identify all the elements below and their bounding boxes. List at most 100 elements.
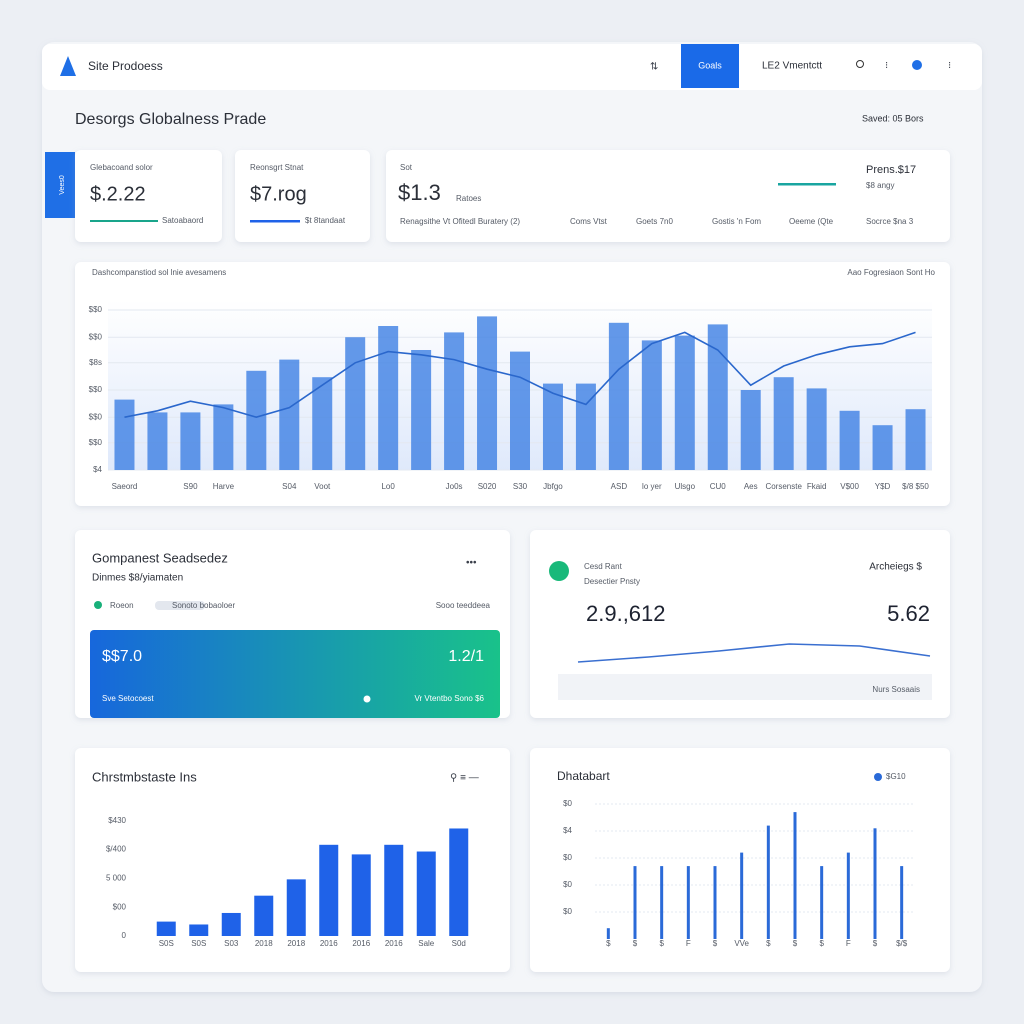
- bar: [707, 324, 728, 470]
- y-tick-label: $0: [563, 880, 572, 889]
- progress: [250, 220, 300, 223]
- x-tick-label: 2016: [385, 939, 403, 948]
- bar: [846, 852, 850, 939]
- bar: [213, 404, 234, 470]
- bar: [872, 425, 893, 470]
- bar: [873, 828, 877, 939]
- bar: [542, 383, 563, 470]
- y-tick-label: $$0: [89, 438, 103, 447]
- kpi-label: Reonsgrt Stnat: [250, 163, 304, 172]
- stat-value: 5.62: [887, 601, 930, 626]
- chart-title: Dashcompanstiod sol lnie avesamens: [92, 268, 226, 277]
- side-tab-label[interactable]: Vees0: [59, 175, 66, 195]
- bar: [606, 928, 610, 939]
- bar: [608, 322, 629, 470]
- y-tick-label: $00: [113, 902, 127, 911]
- nav-button[interactable]: [681, 44, 739, 88]
- bar: [510, 351, 530, 470]
- kpi-footer: Renagsithe Vt Ofitedl Buratery (2): [400, 217, 520, 226]
- legend-label: $G10: [886, 772, 906, 781]
- banner-value: 1.2/1: [448, 648, 484, 665]
- x-tick-label: $/$: [896, 939, 908, 948]
- y-tick-label: 5 000: [106, 874, 127, 883]
- x-tick-label: Voot: [314, 482, 331, 491]
- icon[interactable]: ⇅: [650, 62, 658, 73]
- banner-foot: Vr Vtentbo Sono $6: [414, 694, 484, 703]
- x-tick-label: F: [686, 939, 691, 948]
- kpi-footer: Oeeme (Qte: [789, 217, 834, 226]
- bar: [345, 337, 366, 470]
- bar: [319, 844, 339, 936]
- icon[interactable]: ⁝: [885, 61, 888, 72]
- tag: Roeon: [110, 601, 134, 610]
- x-tick-label: Sale: [418, 939, 435, 948]
- bar: [793, 812, 797, 939]
- y-tick-label: $0: [563, 907, 572, 916]
- y-tick-label: $$0: [89, 412, 103, 421]
- bar: [575, 383, 596, 470]
- x-tick-label: 2018: [287, 939, 305, 948]
- user[interactable]: LE2 Vmentctt: [762, 61, 822, 72]
- dot: [363, 695, 371, 703]
- bar: [286, 879, 306, 936]
- bar: [900, 866, 904, 939]
- x-tick-label: $: [793, 939, 798, 948]
- card-label: Cesd Rant: [584, 562, 623, 571]
- bar: [633, 866, 637, 939]
- x-tick-label: S0S: [191, 939, 206, 948]
- kpi-footer: Coms Vtst: [570, 217, 608, 226]
- bar: [114, 399, 135, 470]
- icon[interactable]: ⚲ ≡ —: [450, 773, 479, 784]
- kpi-sub: Satoabaord: [162, 216, 203, 225]
- bar: [156, 921, 176, 936]
- y-tick-label: 0: [122, 931, 127, 940]
- card-foot: Nurs Sosaais: [872, 685, 920, 694]
- icon[interactable]: [856, 60, 864, 68]
- chart-title: Chrstmbstaste Ins: [92, 769, 197, 784]
- nav-button-label[interactable]: Goals: [698, 60, 722, 70]
- kpi-card: [75, 150, 222, 242]
- bar: [384, 844, 404, 936]
- x-tick-label: VVe: [734, 939, 749, 948]
- side-tab[interactable]: [45, 152, 75, 218]
- avatar: [549, 561, 569, 581]
- x-tick-label: $: [633, 939, 638, 948]
- icon[interactable]: ⁝: [948, 61, 951, 72]
- bar: [246, 370, 267, 470]
- stat-value: 2.9.,612: [586, 601, 666, 626]
- y-tick-label: $/400: [106, 845, 127, 854]
- bar: [806, 388, 827, 470]
- banner-value: $$7.0: [102, 648, 142, 665]
- bar: [411, 350, 432, 470]
- y-tick-label: $$0: [89, 305, 103, 314]
- bar: [674, 335, 695, 470]
- tag-text: Sonoto bobaoloer: [172, 601, 236, 610]
- status-dot[interactable]: [912, 60, 922, 70]
- x-tick-label: Fkaid: [807, 482, 827, 491]
- x-tick-label: Corsenste: [765, 482, 802, 491]
- x-tick-label: 2016: [352, 939, 370, 948]
- kpi-label: Sot: [400, 163, 413, 172]
- kpi-side-sub: $8 angy: [866, 181, 894, 190]
- y-tick-label: $4: [563, 826, 572, 835]
- bar: [189, 924, 209, 936]
- x-tick-label: $: [766, 939, 771, 948]
- bar: [351, 854, 371, 936]
- x-tick-label: Jo0s: [446, 482, 463, 491]
- status-dot: [94, 601, 102, 609]
- bar: [820, 866, 824, 939]
- x-tick-label: $/8 $50: [902, 482, 929, 491]
- kpi-footer: Gostis 'n Fom: [712, 217, 761, 226]
- x-tick-label: Y$D: [875, 482, 891, 491]
- bar: [312, 377, 333, 470]
- line: [124, 331, 916, 419]
- chart-subtitle: Aao Fogresiaon Sont Ho: [847, 268, 935, 277]
- bar: [660, 866, 664, 939]
- x-tick-label: V$00: [840, 482, 859, 491]
- bar: [740, 390, 761, 470]
- x-tick-label: F: [846, 939, 851, 948]
- x-tick-label: 2018: [255, 939, 273, 948]
- kpi-footer: Socrce $na 3: [866, 217, 914, 226]
- menu[interactable]: •••: [466, 558, 477, 569]
- y-tick-label: $0: [563, 853, 572, 862]
